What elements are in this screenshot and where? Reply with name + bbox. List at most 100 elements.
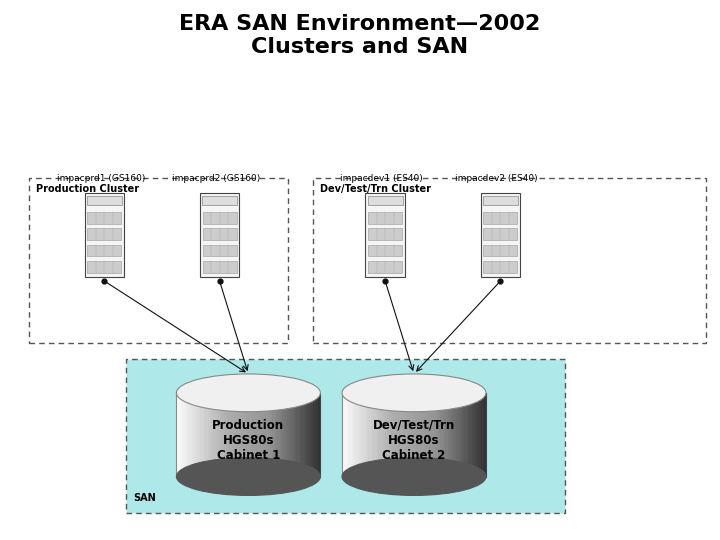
Text: impacprd2 (GS160): impacprd2 (GS160) <box>172 174 260 184</box>
Polygon shape <box>369 393 372 476</box>
Text: ERA SAN Environment—2002
Clusters and SAN: ERA SAN Environment—2002 Clusters and SA… <box>179 14 541 57</box>
Bar <box>199 193 239 277</box>
Bar <box>366 193 405 277</box>
Polygon shape <box>392 393 395 476</box>
Polygon shape <box>445 393 448 476</box>
Bar <box>88 228 121 240</box>
Polygon shape <box>431 393 433 476</box>
Polygon shape <box>256 393 258 476</box>
Polygon shape <box>450 393 453 476</box>
Polygon shape <box>400 393 402 476</box>
Polygon shape <box>477 393 480 476</box>
Polygon shape <box>474 393 477 476</box>
Text: SAN: SAN <box>133 493 156 503</box>
Polygon shape <box>387 393 390 476</box>
Bar <box>313 178 706 343</box>
Polygon shape <box>315 393 318 476</box>
Polygon shape <box>313 393 316 476</box>
Bar <box>482 197 518 205</box>
Polygon shape <box>426 393 429 476</box>
Polygon shape <box>193 393 196 476</box>
Polygon shape <box>304 393 307 476</box>
Text: impacdev2 (ES40): impacdev2 (ES40) <box>456 174 538 184</box>
Text: Production Cluster: Production Cluster <box>36 184 139 194</box>
Polygon shape <box>258 393 261 476</box>
Polygon shape <box>423 393 426 476</box>
Polygon shape <box>412 393 415 476</box>
Polygon shape <box>395 393 397 476</box>
Bar <box>369 245 402 256</box>
Polygon shape <box>253 393 256 476</box>
Bar <box>29 178 288 343</box>
Polygon shape <box>222 393 225 476</box>
Polygon shape <box>236 393 239 476</box>
Polygon shape <box>207 393 210 476</box>
Polygon shape <box>452 393 455 476</box>
Bar <box>88 212 121 224</box>
Polygon shape <box>366 393 369 476</box>
Polygon shape <box>347 393 350 476</box>
Bar <box>88 245 121 256</box>
Ellipse shape <box>342 374 486 411</box>
Polygon shape <box>479 393 482 476</box>
Polygon shape <box>359 393 361 476</box>
Polygon shape <box>472 393 474 476</box>
Bar <box>484 261 518 273</box>
Polygon shape <box>443 393 446 476</box>
Polygon shape <box>469 393 472 476</box>
Polygon shape <box>203 393 206 476</box>
Polygon shape <box>210 393 213 476</box>
Polygon shape <box>263 393 266 476</box>
Ellipse shape <box>176 374 320 411</box>
Polygon shape <box>457 393 460 476</box>
Polygon shape <box>261 393 264 476</box>
Polygon shape <box>189 393 192 476</box>
Polygon shape <box>227 393 230 476</box>
Polygon shape <box>407 393 410 476</box>
Polygon shape <box>421 393 424 476</box>
Bar <box>484 212 518 224</box>
Polygon shape <box>308 393 311 476</box>
Bar <box>126 359 565 513</box>
Polygon shape <box>385 393 388 476</box>
Bar <box>368 197 403 205</box>
Polygon shape <box>349 393 352 476</box>
Polygon shape <box>270 393 273 476</box>
Polygon shape <box>433 393 436 476</box>
Polygon shape <box>265 393 268 476</box>
Polygon shape <box>311 393 314 476</box>
Polygon shape <box>217 393 220 476</box>
Polygon shape <box>342 393 345 476</box>
Polygon shape <box>205 393 208 476</box>
Polygon shape <box>181 393 184 476</box>
Polygon shape <box>220 393 222 476</box>
Polygon shape <box>294 393 297 476</box>
Text: impacdev1 (ES40): impacdev1 (ES40) <box>341 174 423 184</box>
Bar <box>369 261 402 273</box>
Polygon shape <box>438 393 441 476</box>
Polygon shape <box>416 393 419 476</box>
Polygon shape <box>397 393 400 476</box>
Polygon shape <box>383 393 386 476</box>
Text: Production
HGS80s
Cabinet 1: Production HGS80s Cabinet 1 <box>212 418 284 462</box>
Bar <box>369 228 402 240</box>
Polygon shape <box>292 393 294 476</box>
Polygon shape <box>299 393 302 476</box>
Polygon shape <box>251 393 253 476</box>
Polygon shape <box>484 393 487 476</box>
Polygon shape <box>212 393 215 476</box>
Polygon shape <box>448 393 451 476</box>
Polygon shape <box>441 393 444 476</box>
Polygon shape <box>455 393 458 476</box>
Polygon shape <box>373 393 376 476</box>
Polygon shape <box>191 393 194 476</box>
Polygon shape <box>428 393 431 476</box>
Polygon shape <box>297 393 300 476</box>
Polygon shape <box>279 393 282 476</box>
Polygon shape <box>248 393 251 476</box>
Polygon shape <box>481 393 484 476</box>
Bar <box>481 193 521 277</box>
Polygon shape <box>318 393 321 476</box>
Bar <box>484 228 518 240</box>
Bar <box>203 212 236 224</box>
